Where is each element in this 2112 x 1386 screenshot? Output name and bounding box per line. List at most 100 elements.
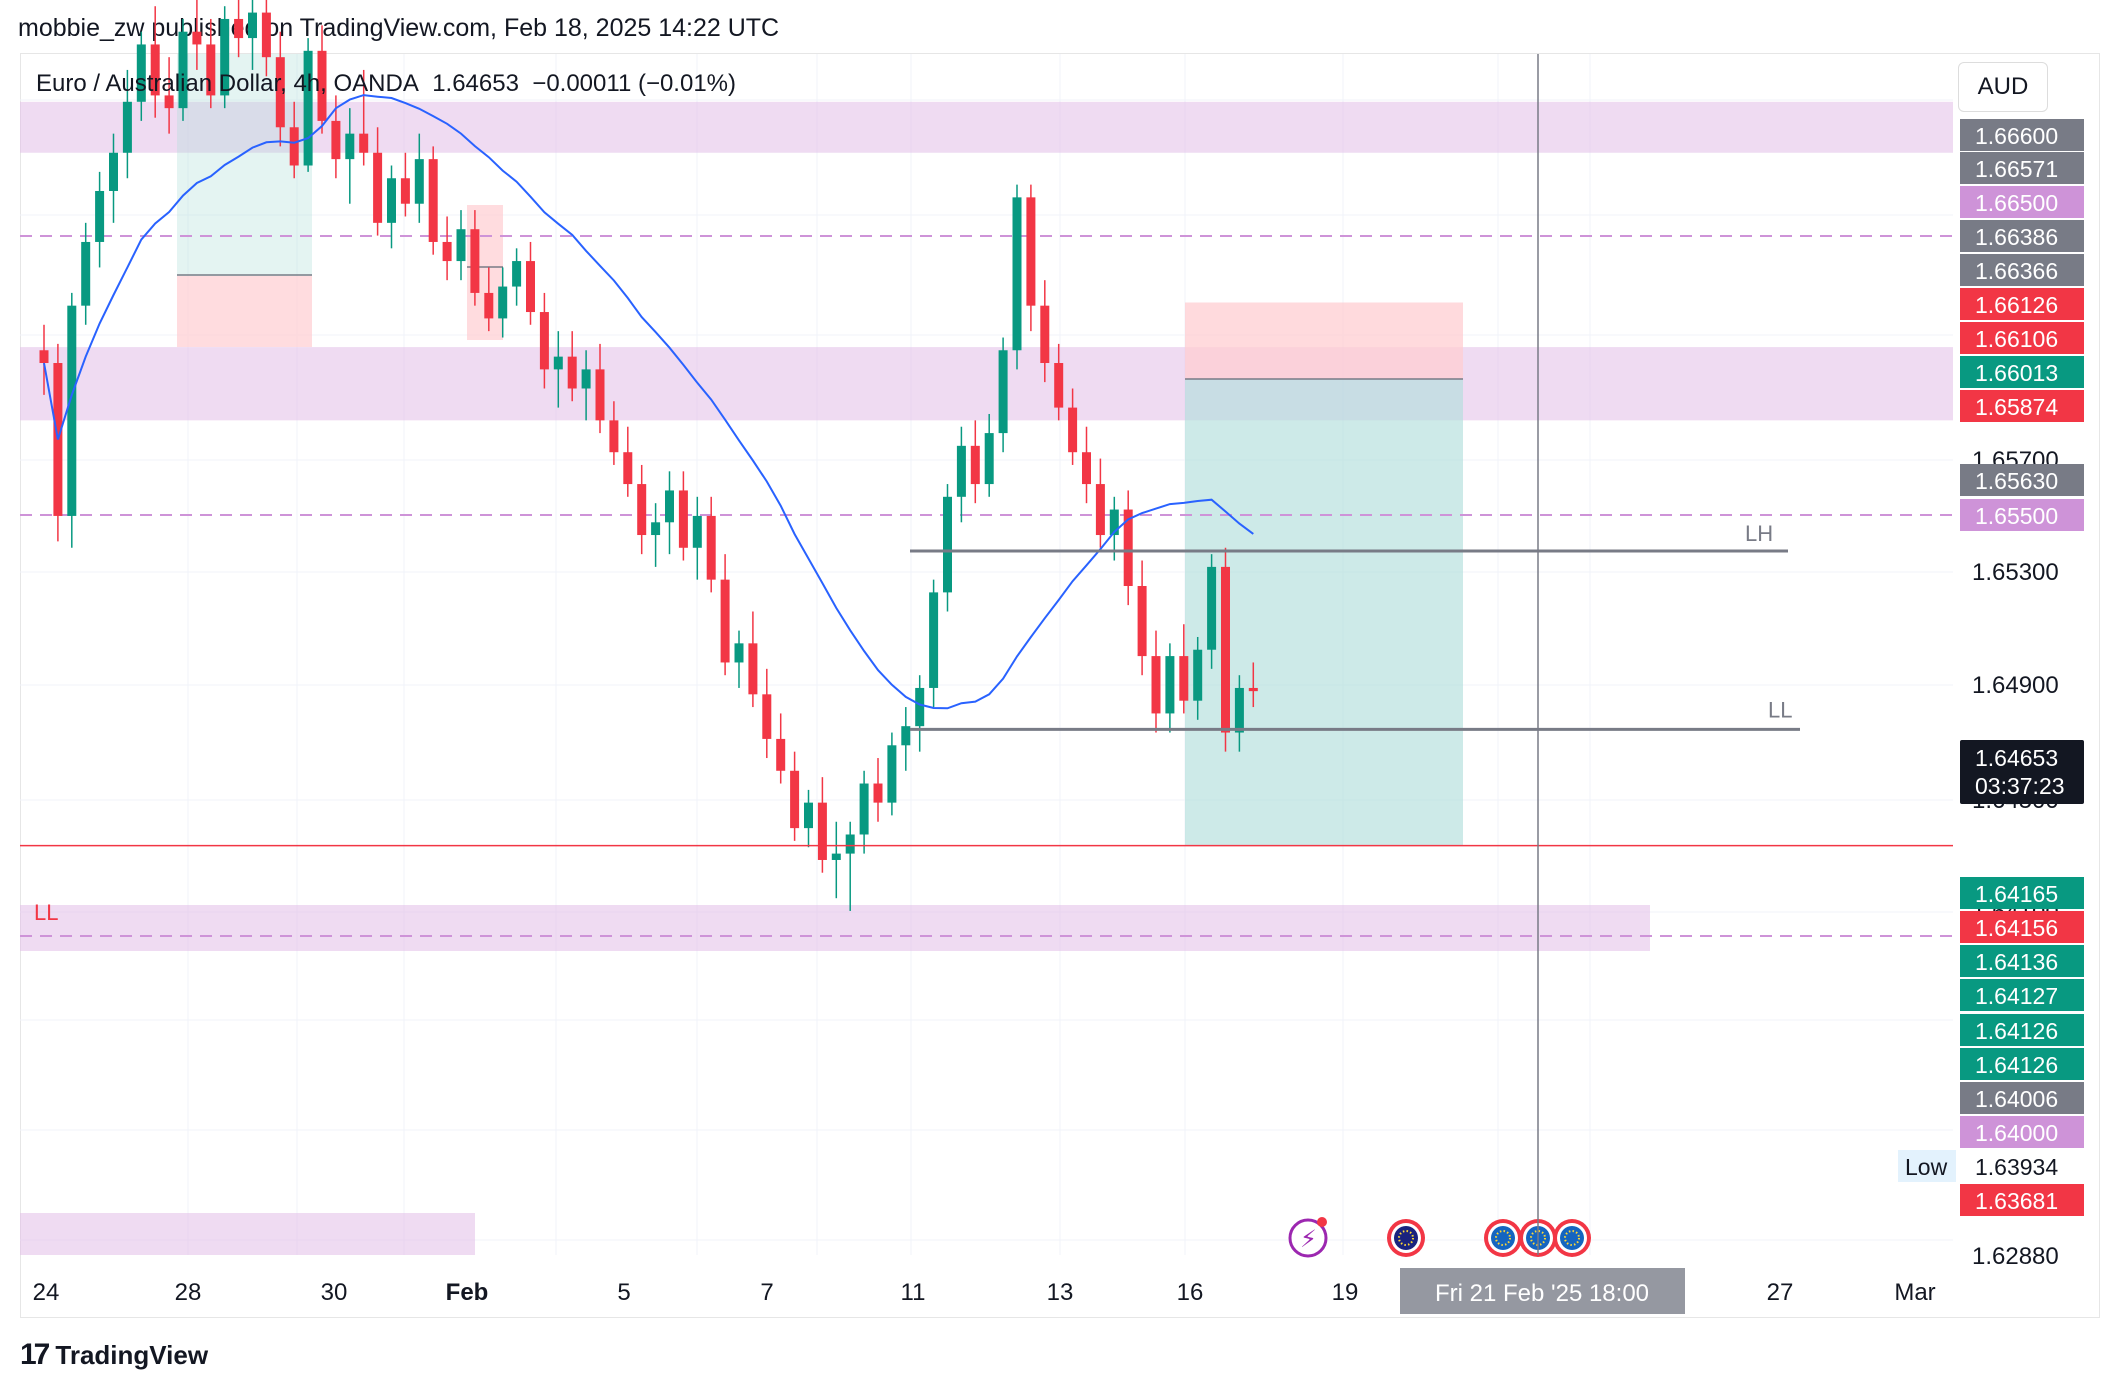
price-tick: 1.62880 <box>1972 1243 2059 1270</box>
symbol-legend[interactable]: Euro / Australian Dollar, 4h, OANDA 1.64… <box>36 70 736 98</box>
ll-left-label: LL <box>34 900 58 925</box>
candle-body <box>1193 649 1203 701</box>
candle-body <box>67 305 77 516</box>
badge-label: 1.66013 <box>1975 360 2058 386</box>
publish-line: mobbie_zw published on TradingView.com, … <box>18 14 780 42</box>
badge-label: 1.66366 <box>1975 258 2058 284</box>
flag-disc <box>1394 1226 1418 1250</box>
countdown: 03:37:23 <box>1975 773 2065 799</box>
events[interactable]: ⚡ <box>1288 1217 1591 1258</box>
candle-body <box>929 592 939 688</box>
candle-body <box>122 101 132 153</box>
candle-body <box>901 726 911 746</box>
flag-stars <box>1398 1230 1414 1246</box>
badge-bg <box>1960 152 2084 184</box>
badge-bg <box>1960 1082 2084 1114</box>
price-badge: 1.64006 <box>1960 1082 2084 1114</box>
candle-body <box>595 369 605 421</box>
candle-body <box>234 18 244 39</box>
price-badge: 1.66386 <box>1960 220 2084 252</box>
badge-label: 1.65630 <box>1975 468 2058 494</box>
currency-button[interactable]: AUD <box>1958 62 2048 112</box>
candle-body <box>567 356 577 389</box>
badge-bg <box>1960 464 2084 496</box>
price-badge: 1.64136 <box>1960 945 2084 977</box>
time-axis[interactable]: 24 28 30 Feb 5 7 11 13 16 19 27 Mar Fri 21 Feb '25 1… <box>33 1268 1936 1314</box>
candle-body <box>220 18 230 96</box>
badge-bg <box>1960 1014 2084 1046</box>
badge-label: 1.64156 <box>1975 915 2058 941</box>
time-label: 16 <box>1177 1279 1204 1306</box>
lightning-event-icon[interactable]: ⚡ <box>1288 1217 1328 1258</box>
candle-body <box>998 350 1008 434</box>
price-badge: 1.64126 <box>1960 1014 2084 1046</box>
flag-stars <box>1495 1230 1511 1246</box>
candle-body <box>609 420 619 453</box>
badge-bg <box>1960 499 2084 531</box>
candle-body <box>1082 452 1091 485</box>
time-label: 28 <box>175 1279 202 1306</box>
candle-body <box>387 178 396 223</box>
badge-label: 1.66571 <box>1975 156 2058 182</box>
badge-bg <box>1960 1048 2084 1080</box>
candle-body <box>1207 566 1217 650</box>
price-badge: 1.64126 <box>1960 1048 2084 1080</box>
time-label: 24 <box>33 1279 60 1306</box>
candle-body <box>831 853 841 860</box>
candle-body <box>1165 656 1175 714</box>
zone-rect <box>20 1213 475 1255</box>
badge-label: 1.64000 <box>1975 1120 2058 1146</box>
aud-flag-icon[interactable] <box>1387 1219 1425 1257</box>
eur-flag-icon[interactable] <box>1484 1219 1522 1257</box>
badge-bg <box>1960 322 2084 354</box>
zone-rect <box>20 905 1650 951</box>
badge-bg <box>1960 288 2084 320</box>
price-scale[interactable]: 1.657001.653001.649001.645001.641001.628… <box>1898 119 2084 1270</box>
time-label: 19 <box>1332 1279 1359 1306</box>
candle-body <box>651 522 661 536</box>
badge-bg <box>1960 1184 2084 1216</box>
candle-body <box>192 31 202 45</box>
price-badge: 1.64156 <box>1960 911 2084 943</box>
candle-body <box>734 643 744 663</box>
price-tick: 1.65300 <box>1972 559 2059 586</box>
badge-label: 1.64126 <box>1975 1052 2058 1078</box>
badge-label: 1.65500 <box>1975 503 2058 529</box>
candle-body <box>95 190 105 242</box>
candle-body <box>331 120 341 160</box>
candle-body <box>1221 566 1230 733</box>
badge-bg <box>1960 119 2084 151</box>
footer-brand[interactable]: 17 TradingView <box>20 1338 208 1372</box>
crosshair-time-label: Fri 21 Feb '25 18:00 <box>1435 1280 1649 1307</box>
badge-bg <box>1960 356 2084 388</box>
candle-body <box>470 229 480 293</box>
candle-body <box>845 834 855 854</box>
badge-label: 1.66500 <box>1975 190 2058 216</box>
candle-body <box>359 133 369 153</box>
zone-rect <box>177 54 312 276</box>
candle-body <box>289 127 299 166</box>
time-label: 5 <box>617 1279 630 1306</box>
candle-body <box>623 452 633 485</box>
price-badge: 1.63934 Low <box>1898 1150 2084 1182</box>
badge-bg <box>1960 877 2084 909</box>
eur-flag-icon[interactable] <box>1553 1219 1591 1257</box>
candle-body <box>1179 656 1189 701</box>
current-bg <box>1960 740 2084 804</box>
candle-body <box>150 44 160 96</box>
brand-name: TradingView <box>55 1339 209 1370</box>
symbol-name: Euro / Australian Dollar, 4h, OANDA <box>36 70 419 97</box>
event-ring <box>1288 1218 1328 1258</box>
candle-body <box>275 57 285 128</box>
levels: LH LL LL <box>20 521 1953 925</box>
price-badge: 1.66500 <box>1960 186 2084 218</box>
badge-label: 1.66126 <box>1975 292 2058 318</box>
badge-label: 1.63681 <box>1975 1188 2058 1214</box>
zones <box>20 54 1953 1255</box>
low-tag-bg <box>1898 1150 1956 1182</box>
badge-label: 1.66106 <box>1975 326 2058 352</box>
price-badge: 1.66013 <box>1960 356 2084 388</box>
price-badge: 1.66126 <box>1960 288 2084 320</box>
candle-body <box>164 95 174 109</box>
